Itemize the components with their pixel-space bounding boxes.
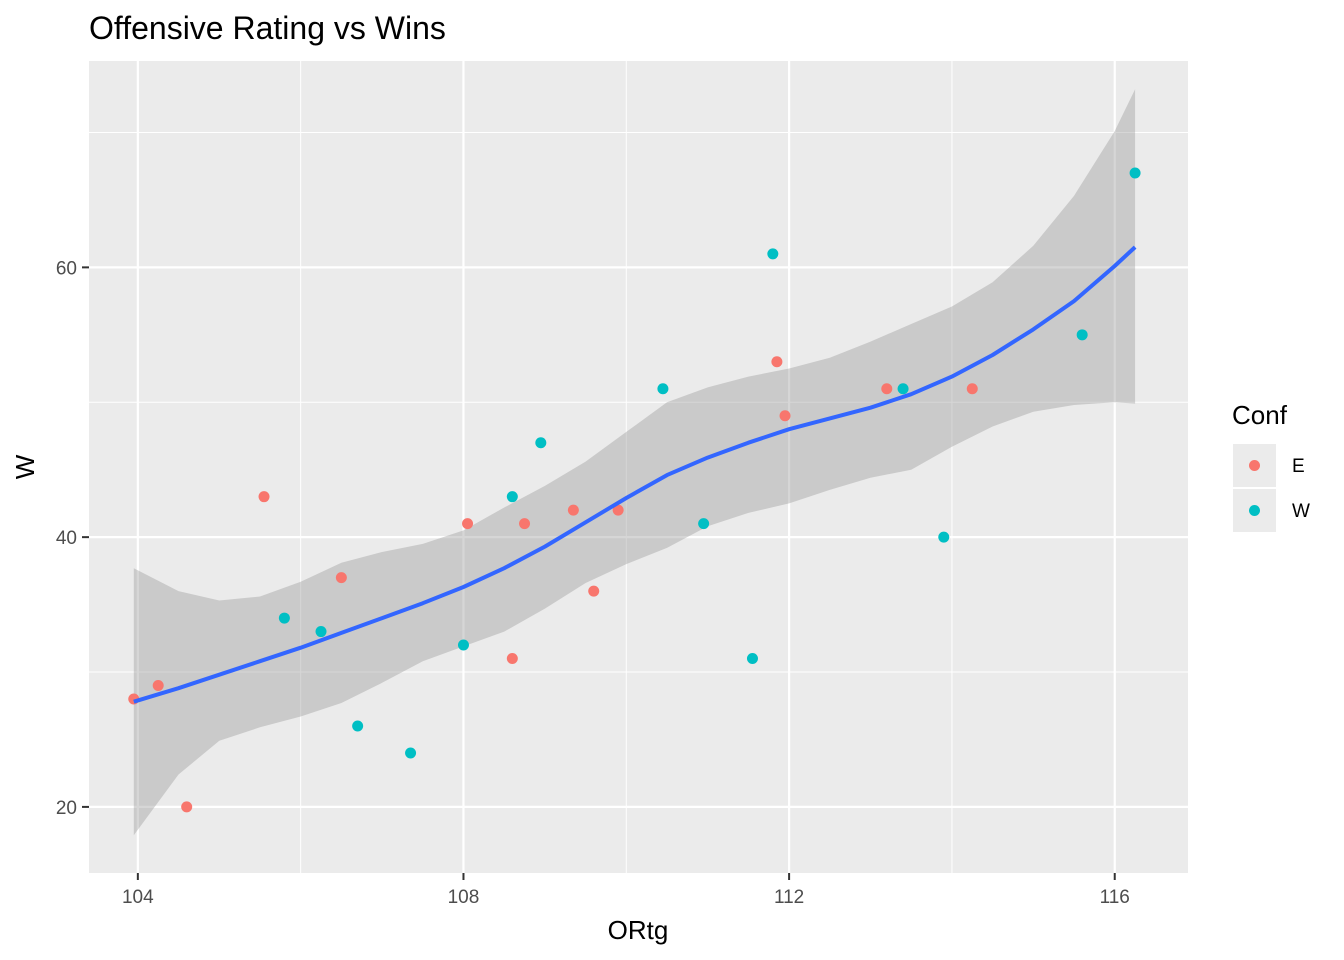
data-point-w xyxy=(897,383,909,395)
data-point-w xyxy=(352,720,364,732)
data-point-w xyxy=(938,531,950,543)
data-point-e xyxy=(612,504,624,516)
legend-keys: EW xyxy=(1233,444,1310,532)
data-point-e xyxy=(258,491,270,503)
data-point-w xyxy=(1129,167,1141,179)
data-point-e xyxy=(335,572,347,584)
x-tick-label: 116 xyxy=(1100,887,1130,908)
x-axis-title: ORtg xyxy=(608,915,669,945)
x-tick-label: 112 xyxy=(774,887,804,908)
data-point-w xyxy=(746,653,758,665)
data-point-e xyxy=(519,518,531,530)
legend-label: E xyxy=(1292,456,1305,477)
y-tick-label: 20 xyxy=(56,798,77,819)
chart-title: Offensive Rating vs Wins xyxy=(89,10,446,46)
data-point-e xyxy=(506,653,518,665)
data-point-w xyxy=(506,491,518,503)
x-tick-label: 108 xyxy=(448,887,480,908)
data-point-e xyxy=(771,356,783,368)
data-point-w xyxy=(1076,329,1088,341)
legend-title: Conf xyxy=(1232,400,1288,430)
data-point-w xyxy=(457,639,469,651)
smooth-fit-line xyxy=(133,245,1137,704)
data-point-e xyxy=(881,383,893,395)
y-tick-label: 60 xyxy=(56,258,77,279)
y-axis-title: W xyxy=(10,454,40,479)
confidence-band-area xyxy=(133,89,1136,836)
data-point-w xyxy=(698,518,710,530)
data-points xyxy=(128,167,1141,813)
data-point-e xyxy=(181,801,193,813)
plot-panel xyxy=(89,61,1188,873)
data-point-w xyxy=(535,437,547,449)
legend-label: W xyxy=(1292,501,1310,522)
legend-key-e xyxy=(1249,460,1260,471)
data-point-e xyxy=(779,410,791,422)
data-point-w xyxy=(767,248,779,260)
data-point-e xyxy=(966,383,978,395)
data-point-e xyxy=(567,504,579,516)
y-tick-label: 40 xyxy=(56,528,77,549)
data-point-e xyxy=(152,680,164,692)
y-axis-ticks: 20 40 60 xyxy=(56,258,89,819)
data-point-e xyxy=(462,518,474,530)
data-point-w xyxy=(657,383,669,395)
x-tick-label: 104 xyxy=(122,887,154,908)
x-axis-ticks: 104 108 112 116 xyxy=(122,873,1130,908)
data-point-w xyxy=(278,612,290,624)
data-point-w xyxy=(315,626,327,638)
legend: Conf EW xyxy=(1232,400,1310,532)
legend-key-w xyxy=(1249,505,1260,516)
data-point-w xyxy=(405,747,417,759)
smooth-line xyxy=(133,245,1137,704)
data-point-e xyxy=(588,585,600,597)
minor-gridlines xyxy=(89,61,1188,873)
confidence-band xyxy=(133,89,1136,836)
major-gridlines xyxy=(89,61,1188,873)
